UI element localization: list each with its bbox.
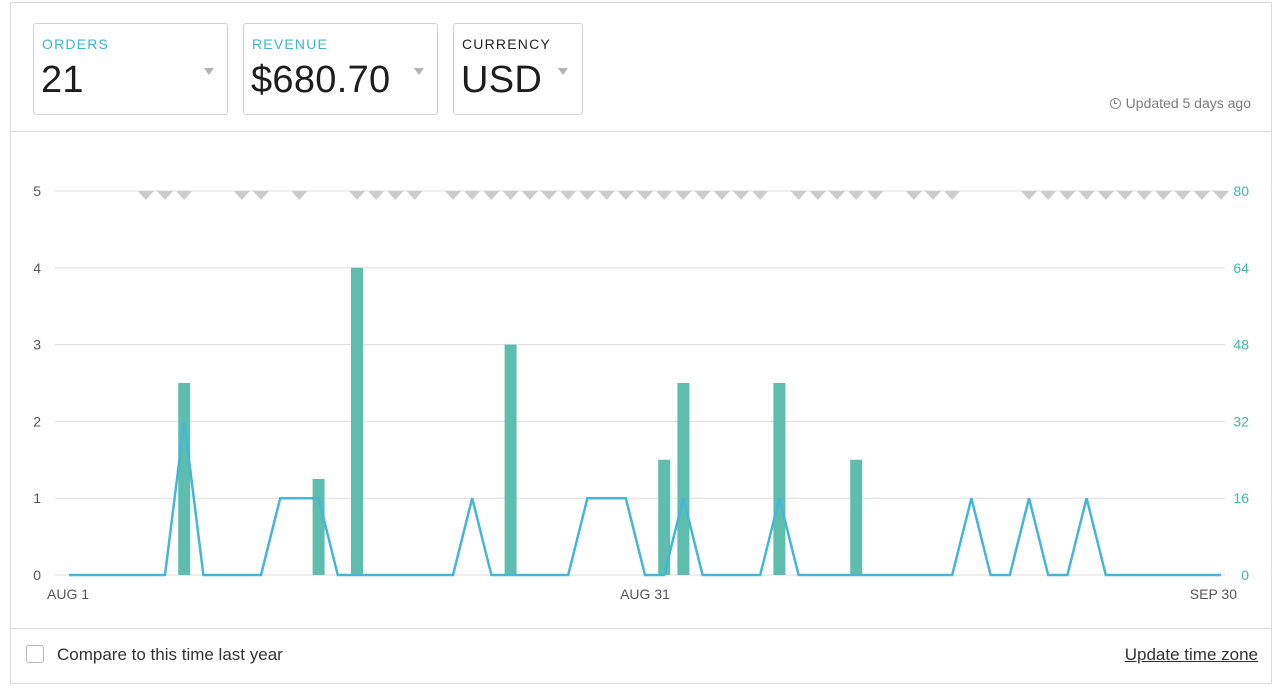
orders-label: ORDERS xyxy=(42,36,110,52)
day-marker xyxy=(1059,191,1076,200)
day-marker xyxy=(291,191,308,200)
day-marker xyxy=(157,191,173,200)
revenue-bar xyxy=(658,459,671,575)
y-right-tick-label: 48 xyxy=(1233,337,1249,353)
day-marker xyxy=(733,191,749,200)
day-marker xyxy=(944,191,961,200)
day-marker xyxy=(253,191,269,200)
day-marker xyxy=(137,191,154,200)
day-marker xyxy=(349,191,365,200)
chevron-down-icon xyxy=(204,68,214,75)
revenue-bar xyxy=(312,479,325,575)
day-marker xyxy=(809,191,826,200)
revenue-bar xyxy=(351,267,363,575)
chevron-down-icon xyxy=(558,68,568,75)
update-time-zone-link[interactable]: Update time zone xyxy=(1124,645,1258,664)
day-marker xyxy=(387,191,404,200)
y-left-tick-label: 3 xyxy=(33,337,41,353)
day-marker xyxy=(502,191,519,200)
day-marker xyxy=(1021,191,1037,200)
day-marker xyxy=(694,191,711,200)
y-right-tick-label: 16 xyxy=(1233,490,1249,506)
chart-footer: Compare to this time last year Update ti… xyxy=(11,628,1271,683)
y-right-tick-label: 80 xyxy=(1233,183,1249,199)
day-marker xyxy=(790,191,807,200)
orders-metric-card[interactable]: ORDERS 21 xyxy=(33,23,228,115)
day-marker xyxy=(233,191,250,200)
chart-area: 0 1 2 3 4 5 0 16 32 48 64 80 AUG 1 AUG 31 SEP 30 xyxy=(11,131,1271,629)
day-marker xyxy=(905,191,922,200)
x-tick-label: SEP 30 xyxy=(1190,586,1237,602)
chevron-down-icon xyxy=(414,68,424,75)
day-marker xyxy=(637,191,653,200)
currency-label: CURRENCY xyxy=(462,36,551,52)
revenue-bar xyxy=(677,383,690,575)
currency-selector-card[interactable]: CURRENCY USD xyxy=(453,23,583,115)
day-marker xyxy=(1155,191,1172,200)
day-marker xyxy=(541,191,557,200)
last-updated: Updated 5 days ago xyxy=(1109,95,1251,111)
y-left-tick-label: 0 xyxy=(33,567,41,583)
day-marker xyxy=(176,191,193,200)
day-marker xyxy=(675,191,692,200)
day-marker xyxy=(598,191,615,200)
orders-line xyxy=(69,421,1221,577)
metrics-header: ORDERS 21 REVENUE $680.70 CURRENCY USD U… xyxy=(11,3,1271,132)
revenue-bar xyxy=(773,383,786,575)
day-marker xyxy=(848,191,865,200)
day-marker xyxy=(560,191,577,200)
day-marker xyxy=(713,191,730,200)
y-left-tick-label: 4 xyxy=(33,260,41,276)
revenue-value: $680.70 xyxy=(251,59,391,101)
day-marker xyxy=(368,191,385,200)
y-left-tick-label: 5 xyxy=(33,183,41,199)
day-marker xyxy=(1213,191,1229,200)
revenue-bar xyxy=(178,383,191,575)
day-marker xyxy=(1097,191,1114,200)
day-marker xyxy=(483,191,500,200)
currency-value: USD xyxy=(461,59,543,101)
day-marker xyxy=(1193,191,1210,200)
y-right-tick-label: 0 xyxy=(1241,567,1249,583)
revenue-bar xyxy=(504,344,517,575)
y-left-tick-label: 2 xyxy=(33,413,41,429)
day-marker xyxy=(579,191,596,200)
day-marker xyxy=(445,191,461,200)
day-marker xyxy=(464,191,481,200)
revenue-metric-card[interactable]: REVENUE $680.70 xyxy=(243,23,438,115)
last-updated-text: Updated 5 days ago xyxy=(1125,95,1251,111)
day-marker xyxy=(829,191,845,200)
revenue-label: REVENUE xyxy=(252,36,329,52)
orders-revenue-chart: 0 1 2 3 4 5 0 16 32 48 64 80 AUG 1 AUG 31 SEP 30 xyxy=(33,183,1249,602)
day-marker xyxy=(1078,191,1095,200)
day-marker xyxy=(752,191,769,200)
sales-summary-panel: ORDERS 21 REVENUE $680.70 CURRENCY USD U… xyxy=(10,2,1272,684)
clock-icon xyxy=(1109,97,1121,109)
day-marker xyxy=(656,191,673,200)
day-marker xyxy=(617,191,634,200)
y-right-tick-label: 64 xyxy=(1233,260,1249,276)
y-right-tick-label: 32 xyxy=(1233,413,1249,429)
day-marker xyxy=(406,191,423,200)
day-marker xyxy=(867,191,884,200)
x-tick-label: AUG 1 xyxy=(47,586,89,602)
day-marker xyxy=(1040,191,1057,200)
day-marker xyxy=(521,191,538,200)
day-marker xyxy=(1136,191,1153,200)
x-tick-label: AUG 31 xyxy=(620,586,670,602)
day-marker xyxy=(1117,191,1133,200)
revenue-bar xyxy=(850,459,863,575)
compare-label: Compare to this time last year xyxy=(57,645,283,664)
day-marker xyxy=(925,191,941,200)
orders-value: 21 xyxy=(41,59,84,101)
day-marker xyxy=(1174,191,1191,200)
y-left-tick-label: 1 xyxy=(33,490,41,506)
compare-checkbox[interactable] xyxy=(26,645,44,663)
